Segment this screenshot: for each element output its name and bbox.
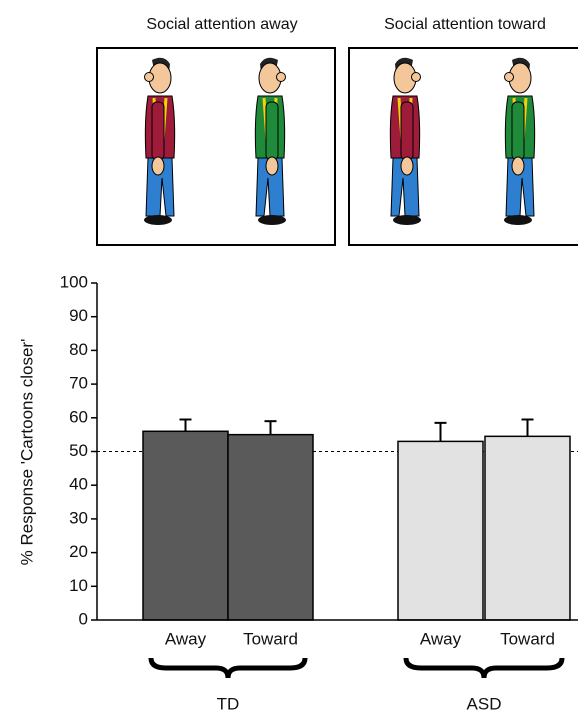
- y-tick-label: 80: [69, 340, 88, 359]
- y-axis-label: % Response 'Cartoons closer': [17, 339, 36, 566]
- group-brace: [406, 658, 562, 678]
- y-tick-label: 90: [69, 306, 88, 325]
- panel-title: Social attention away: [146, 16, 297, 33]
- bar: [485, 436, 570, 620]
- y-tick-label: 30: [69, 508, 88, 527]
- bar: [143, 431, 228, 620]
- y-tick-label: 70: [69, 374, 88, 393]
- x-tick-label: Away: [165, 629, 207, 648]
- y-tick-label: 10: [69, 576, 88, 595]
- y-tick-label: 50: [69, 441, 88, 460]
- x-tick-label: Toward: [500, 629, 555, 648]
- bar: [228, 435, 313, 620]
- panel-frame: [349, 48, 578, 245]
- y-tick-label: 100: [60, 272, 88, 291]
- x-tick-label: Toward: [243, 629, 298, 648]
- group-label: ASD: [467, 694, 502, 713]
- y-tick-label: 20: [69, 542, 88, 561]
- group-label: TD: [217, 694, 240, 713]
- plot: 0 10 20 30 40 50 60 70 80 90 100 Away Toward Away Towa…: [60, 272, 578, 713]
- panel-title: Social attention toward: [384, 16, 546, 33]
- figure: Social attention away Social attention t…: [0, 0, 578, 719]
- group-brace: [151, 658, 305, 678]
- bar: [398, 441, 483, 620]
- y-tick-label: 60: [69, 407, 88, 426]
- x-tick-label: Away: [420, 629, 462, 648]
- y-tick-label: 40: [69, 475, 88, 494]
- panel-frame: [97, 48, 335, 245]
- y-tick-label: 0: [79, 609, 88, 628]
